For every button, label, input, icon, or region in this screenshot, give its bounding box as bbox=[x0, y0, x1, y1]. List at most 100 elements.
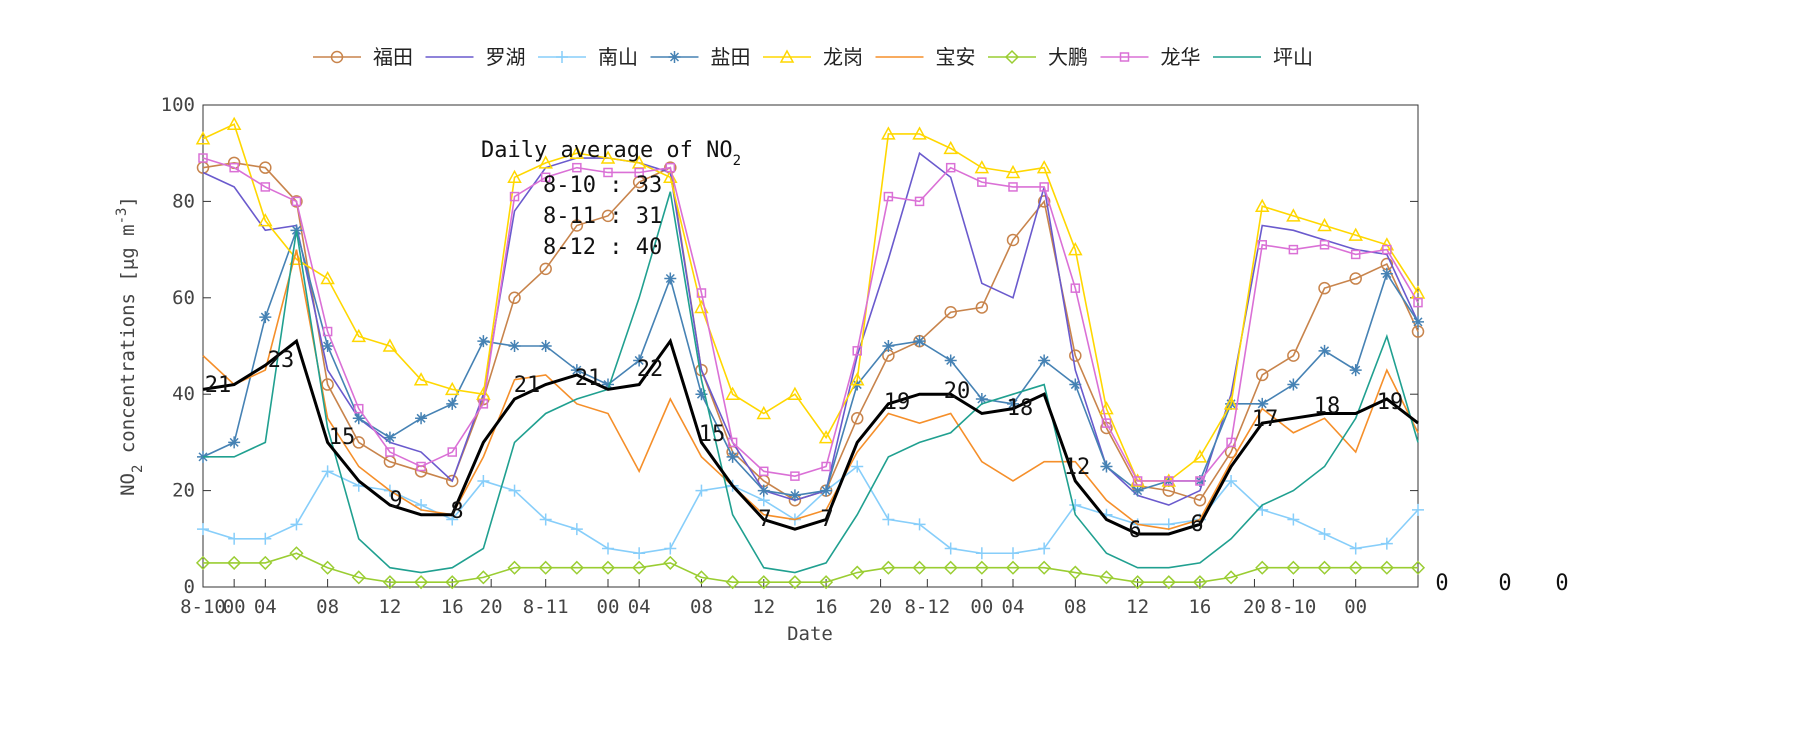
x-tick-label: 00 bbox=[970, 596, 993, 618]
marker bbox=[1257, 240, 1267, 250]
marker bbox=[601, 209, 615, 223]
series-line bbox=[202, 123, 1419, 482]
marker bbox=[975, 393, 988, 406]
marker bbox=[1038, 542, 1051, 555]
legend-marker bbox=[668, 51, 681, 63]
marker bbox=[509, 191, 520, 202]
marker bbox=[757, 484, 770, 497]
marker bbox=[538, 560, 553, 575]
marker bbox=[818, 430, 834, 444]
marker bbox=[1223, 396, 1239, 410]
x-tick-label: 8-12 bbox=[904, 596, 950, 618]
marker bbox=[602, 542, 614, 555]
marker bbox=[819, 575, 834, 590]
y-axis-label-part: -3 bbox=[114, 208, 130, 225]
series-line bbox=[203, 191, 1419, 574]
marker bbox=[1349, 542, 1362, 555]
marker bbox=[538, 155, 553, 169]
marker bbox=[320, 270, 335, 285]
line-label: 21 bbox=[514, 373, 541, 398]
legend-label: 罗湖 bbox=[486, 45, 526, 69]
x-tick-label: 08 bbox=[316, 596, 339, 618]
marker bbox=[787, 575, 802, 590]
marker bbox=[695, 484, 708, 497]
marker bbox=[1069, 499, 1082, 512]
marker bbox=[1038, 354, 1051, 367]
line-label: 21 bbox=[575, 366, 602, 391]
line-label: 19 bbox=[1377, 390, 1404, 415]
marker bbox=[1349, 272, 1362, 285]
marker bbox=[1164, 476, 1174, 486]
line-label: 7 bbox=[758, 507, 771, 532]
x-tick-label: 8-10 bbox=[180, 596, 226, 618]
marker bbox=[476, 570, 491, 585]
x-tick-label: 8-10 bbox=[1271, 596, 1317, 618]
x-tick-label: 04 bbox=[1002, 596, 1025, 618]
marker bbox=[1286, 560, 1301, 575]
marker bbox=[1318, 281, 1331, 295]
marker bbox=[1130, 575, 1145, 590]
marker bbox=[1318, 344, 1331, 357]
marker bbox=[539, 262, 552, 276]
marker bbox=[1070, 283, 1081, 293]
marker bbox=[1224, 570, 1239, 585]
marker bbox=[1005, 164, 1021, 179]
marker bbox=[569, 145, 585, 159]
marker bbox=[1007, 397, 1019, 410]
line-label: 20 bbox=[944, 379, 971, 404]
marker bbox=[726, 450, 739, 463]
marker bbox=[790, 471, 800, 481]
marker bbox=[975, 301, 989, 314]
marker bbox=[1068, 565, 1083, 580]
marker bbox=[570, 219, 584, 232]
right-label: 0 bbox=[1498, 571, 1511, 596]
marker bbox=[478, 399, 489, 409]
marker bbox=[415, 412, 428, 425]
marker bbox=[600, 150, 616, 164]
marker bbox=[260, 182, 271, 192]
line-label: 12 bbox=[1064, 455, 1091, 480]
marker bbox=[1254, 198, 1270, 212]
x-tick-label: 12 bbox=[378, 596, 401, 618]
line-label: 9 bbox=[389, 488, 402, 513]
marker bbox=[1287, 378, 1300, 391]
series-line bbox=[202, 465, 1419, 555]
marker bbox=[882, 513, 895, 526]
marker bbox=[881, 560, 896, 575]
marker bbox=[413, 372, 429, 386]
marker bbox=[414, 575, 429, 590]
marker bbox=[632, 560, 647, 575]
line-label: 8 bbox=[450, 499, 463, 524]
marker bbox=[881, 126, 896, 140]
marker bbox=[1287, 513, 1300, 526]
marker bbox=[1007, 547, 1019, 560]
legend-marker bbox=[1004, 49, 1020, 65]
marker bbox=[1100, 460, 1113, 473]
plot-frame bbox=[202, 104, 1419, 588]
marker bbox=[226, 116, 242, 131]
marker bbox=[1008, 182, 1018, 192]
x-tick-label: 00 bbox=[597, 596, 620, 618]
marker bbox=[1255, 560, 1270, 575]
marker bbox=[944, 354, 957, 367]
x-tick-label: 00 bbox=[1344, 596, 1367, 618]
marker bbox=[694, 570, 709, 585]
marker bbox=[477, 335, 490, 348]
y-tick-label: 40 bbox=[172, 383, 195, 405]
x-tick-label: 16 bbox=[441, 596, 464, 618]
marker bbox=[477, 474, 490, 487]
marker bbox=[1226, 437, 1236, 448]
marker bbox=[1380, 267, 1393, 280]
annotation: 8-11 : 31 bbox=[543, 204, 662, 229]
marker bbox=[508, 484, 521, 497]
marker bbox=[258, 213, 273, 227]
annotation-title: Daily average of NO2 bbox=[481, 138, 741, 169]
line-label: 21 bbox=[205, 373, 232, 398]
annotation: 8-10 : 33 bbox=[543, 173, 662, 198]
y-axis-label: NO2 concentrations [μg m-3] bbox=[114, 196, 146, 496]
marker bbox=[850, 565, 865, 580]
marker bbox=[821, 461, 831, 472]
marker bbox=[974, 160, 990, 174]
y-tick-label: 80 bbox=[172, 190, 195, 212]
marker bbox=[1192, 449, 1208, 463]
